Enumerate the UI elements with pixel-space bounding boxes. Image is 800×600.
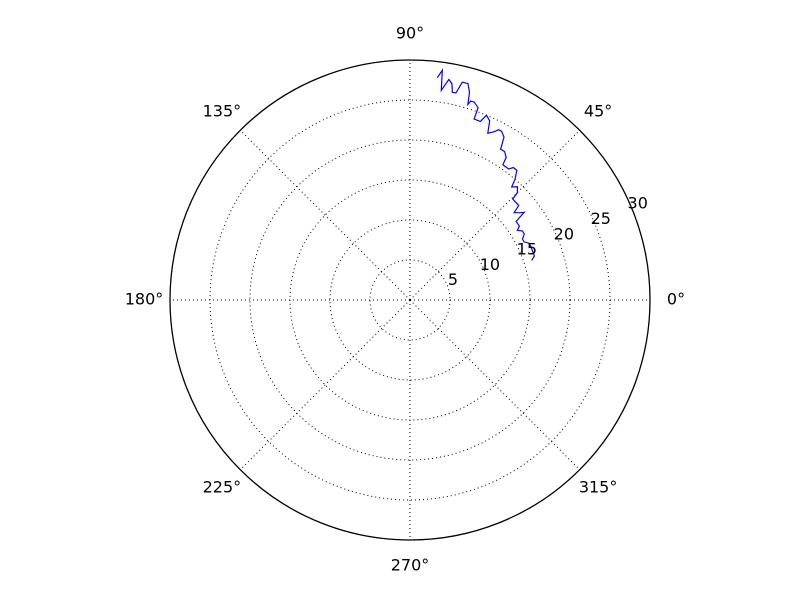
theta-tick-label: 0° (667, 290, 685, 309)
r-tick-label: 20 (554, 224, 574, 243)
theta-tick-label: 135° (203, 101, 242, 120)
r-tick-label: 15 (517, 240, 537, 259)
theta-tick-label: 90° (396, 24, 424, 43)
polar-frame (169, 59, 651, 541)
theta-tick-label: 270° (391, 556, 430, 575)
label-layer: 0° 45° 90° 135° 180° 225° 270° 315° 5 10 15 20 25 30 (125, 24, 685, 575)
theta-grid-line-7 (409, 299, 581, 471)
r-tick-label: 5 (448, 270, 458, 289)
theta-tick-label: 315° (579, 478, 618, 497)
theta-tick-label: 45° (584, 101, 612, 120)
theta-grid-line-1 (409, 129, 581, 301)
r-tick-label: 30 (628, 194, 648, 213)
grid-layer (170, 60, 650, 540)
theta-grid-line-3 (239, 129, 411, 301)
theta-grid-line-5 (239, 299, 411, 471)
theta-tick-label: 225° (203, 478, 242, 497)
theta-tick-label: 180° (125, 290, 164, 309)
series-layer (436, 68, 536, 261)
center-point (408, 298, 412, 302)
r-tick-label: 10 (480, 255, 500, 274)
series-line-0 (436, 68, 536, 261)
r-tick-label: 25 (591, 209, 611, 228)
